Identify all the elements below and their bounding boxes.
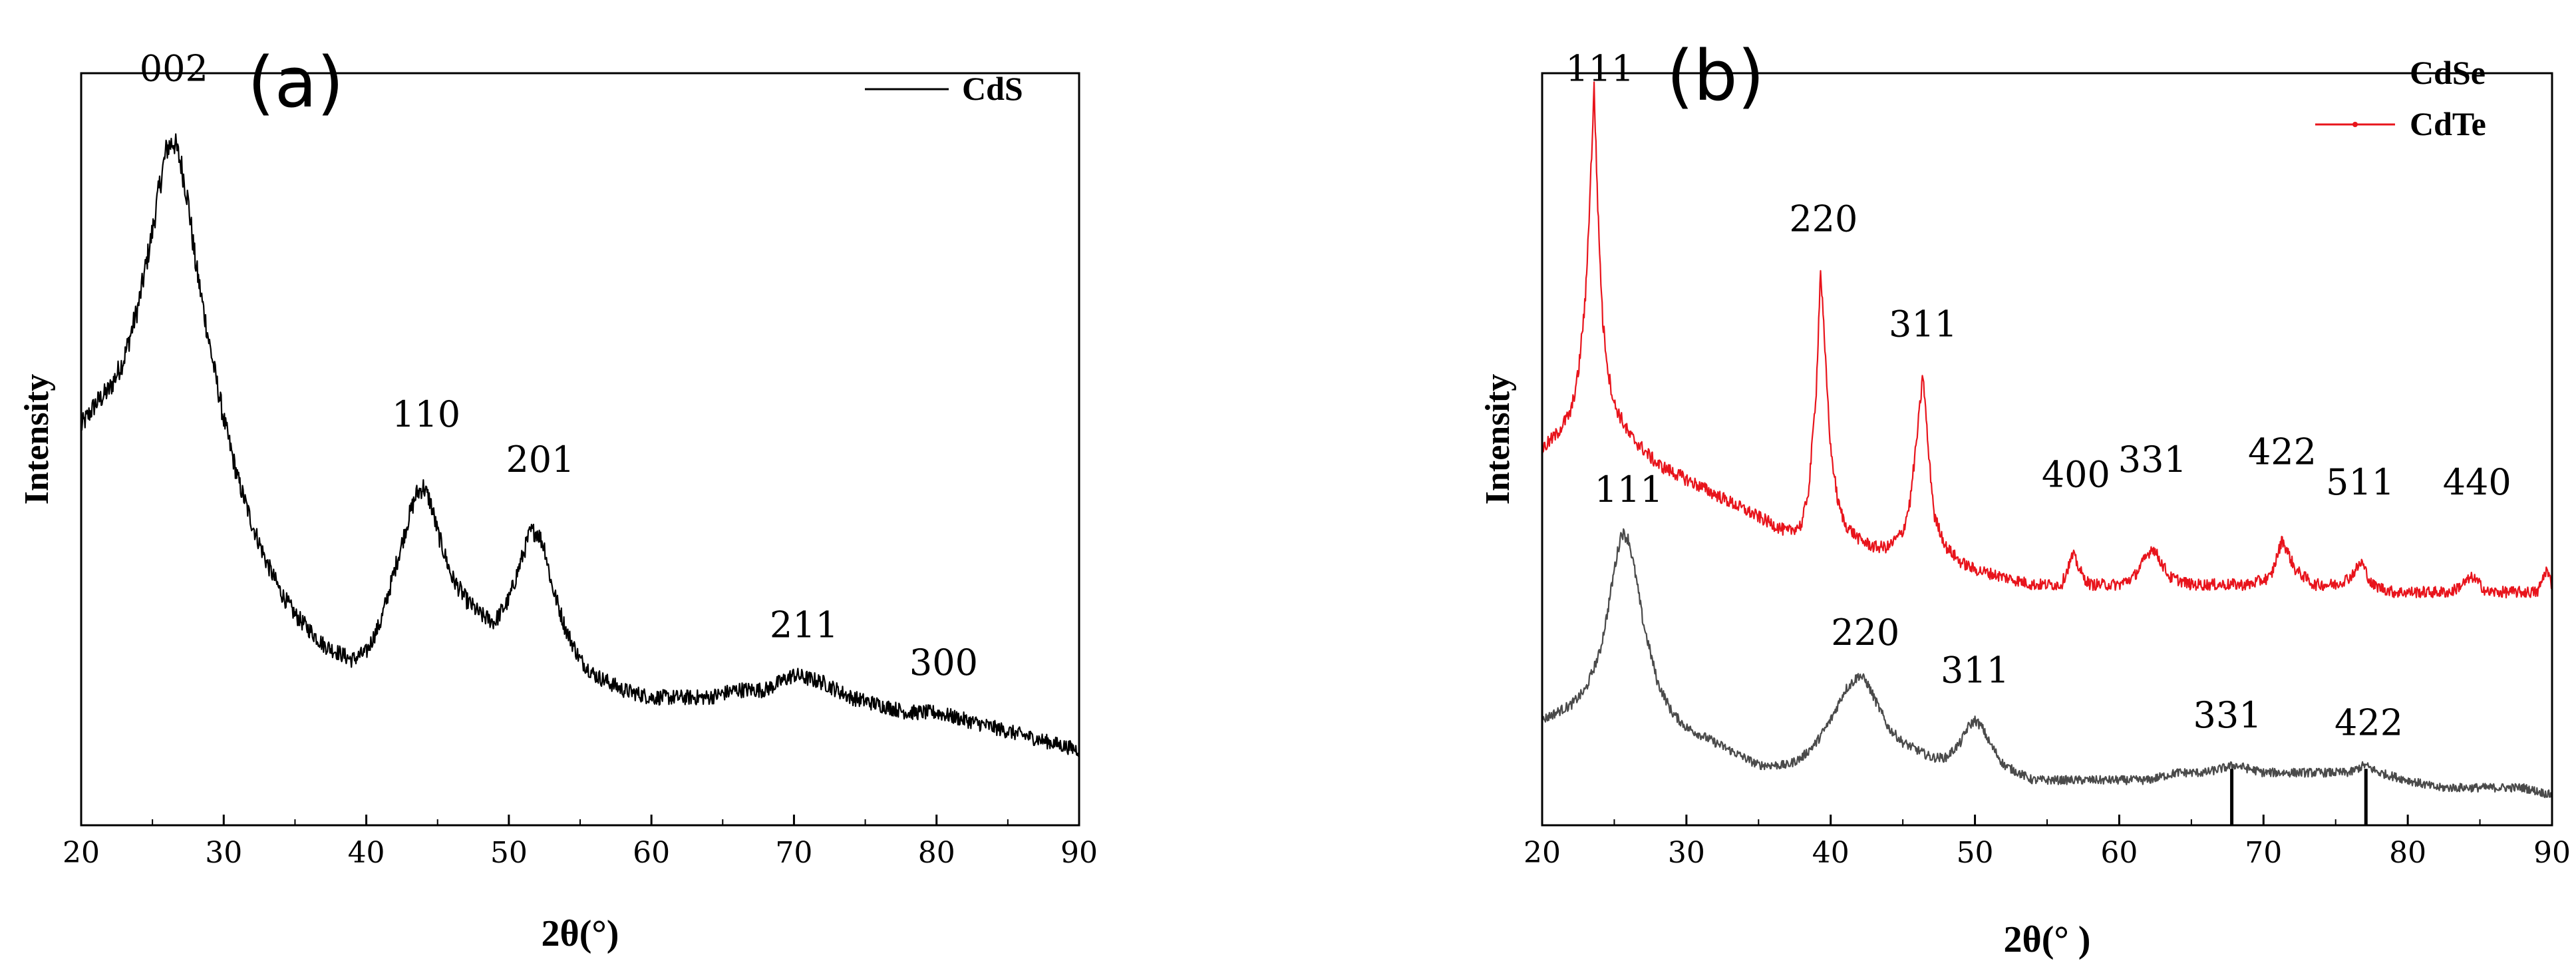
x-tick-label: 70: [775, 836, 812, 870]
peak-label-110: 110: [392, 393, 460, 435]
panel-b-x-axis-title: 2θ(° ): [2004, 919, 2091, 960]
series-cdte: [1541, 81, 2553, 599]
panel-a-label: (a): [247, 42, 344, 123]
panel-b-x-ticks: 20 30 40 50 60 70 80 90: [1524, 815, 2571, 870]
legend-label-cds: CdS: [962, 70, 1023, 107]
legend-label-cdse: CdSe: [2410, 54, 2486, 91]
peak-label-220: 220: [1831, 612, 1899, 654]
x-tick-label: 60: [633, 836, 670, 870]
peak-label-422: 422: [2334, 701, 2403, 743]
x-tick-label: 90: [1060, 836, 1098, 870]
panel-b-series: [1541, 81, 2553, 799]
x-tick-label: 40: [348, 836, 385, 870]
panel-a-peak-labels: 002 110 201 211 300: [140, 47, 978, 684]
peak-label-002: 002: [140, 47, 208, 89]
x-tick-label: 80: [918, 836, 955, 870]
x-tick-label: 50: [490, 836, 528, 870]
x-tick-label: 20: [1524, 836, 1561, 870]
peak-label-400: 400: [2042, 454, 2110, 496]
x-tick-label: 40: [1812, 836, 1850, 870]
peak-label-511: 511: [2326, 461, 2394, 503]
x-tick-label: 20: [63, 836, 100, 870]
peak-label-331: 331: [2118, 439, 2187, 481]
peak-label-300: 300: [909, 642, 978, 684]
x-tick-label: 30: [205, 836, 242, 870]
peak-label-211: 211: [770, 604, 838, 646]
peak-label-422: 422: [2248, 431, 2317, 473]
x-tick-label: 30: [1668, 836, 1705, 870]
x-tick-label: 50: [1957, 836, 1994, 870]
x-tick-label: 80: [2389, 836, 2426, 870]
peak-label-220: 220: [1789, 198, 1857, 240]
panel-a: 002 110 201 211 300 20 30 40 50 60 70 80 90 (a) 2θ(…: [18, 42, 1098, 954]
x-tick-label: 60: [2100, 836, 2138, 870]
peak-label-201: 201: [506, 439, 574, 481]
panel-a-series: [80, 133, 1080, 757]
series-cds: [80, 133, 1080, 757]
panel-b-y-axis-title: Intensity: [1479, 374, 1517, 504]
panel-a-y-axis-title: Intensity: [18, 374, 56, 504]
x-tick-label: 90: [2533, 836, 2571, 870]
panel-b-markers: [2230, 769, 2368, 825]
peak-label-111: 111: [1565, 47, 1634, 89]
peak-label-331: 331: [2193, 694, 2262, 736]
peak-label-311: 311: [1889, 303, 1957, 345]
peak-label-311: 311: [1941, 649, 2009, 691]
peak-label-111: 111: [1595, 469, 1663, 510]
panel-b-legend: CdSe CdTe: [2315, 54, 2486, 142]
panel-a-x-axis-title: 2θ(°): [542, 913, 619, 954]
legend-label-cdte: CdTe: [2410, 105, 2486, 142]
x-tick-label: 70: [2245, 836, 2282, 870]
legend-marker-cdte: [2352, 122, 2358, 127]
panel-a-x-ticks: 20 30 40 50 60 70 80 90: [63, 815, 1098, 870]
series-cdse: [1541, 528, 2553, 799]
peak-label-440: 440: [2443, 461, 2511, 503]
panel-a-legend: CdS: [865, 70, 1023, 107]
panel-b-label: (b): [1667, 35, 1764, 116]
